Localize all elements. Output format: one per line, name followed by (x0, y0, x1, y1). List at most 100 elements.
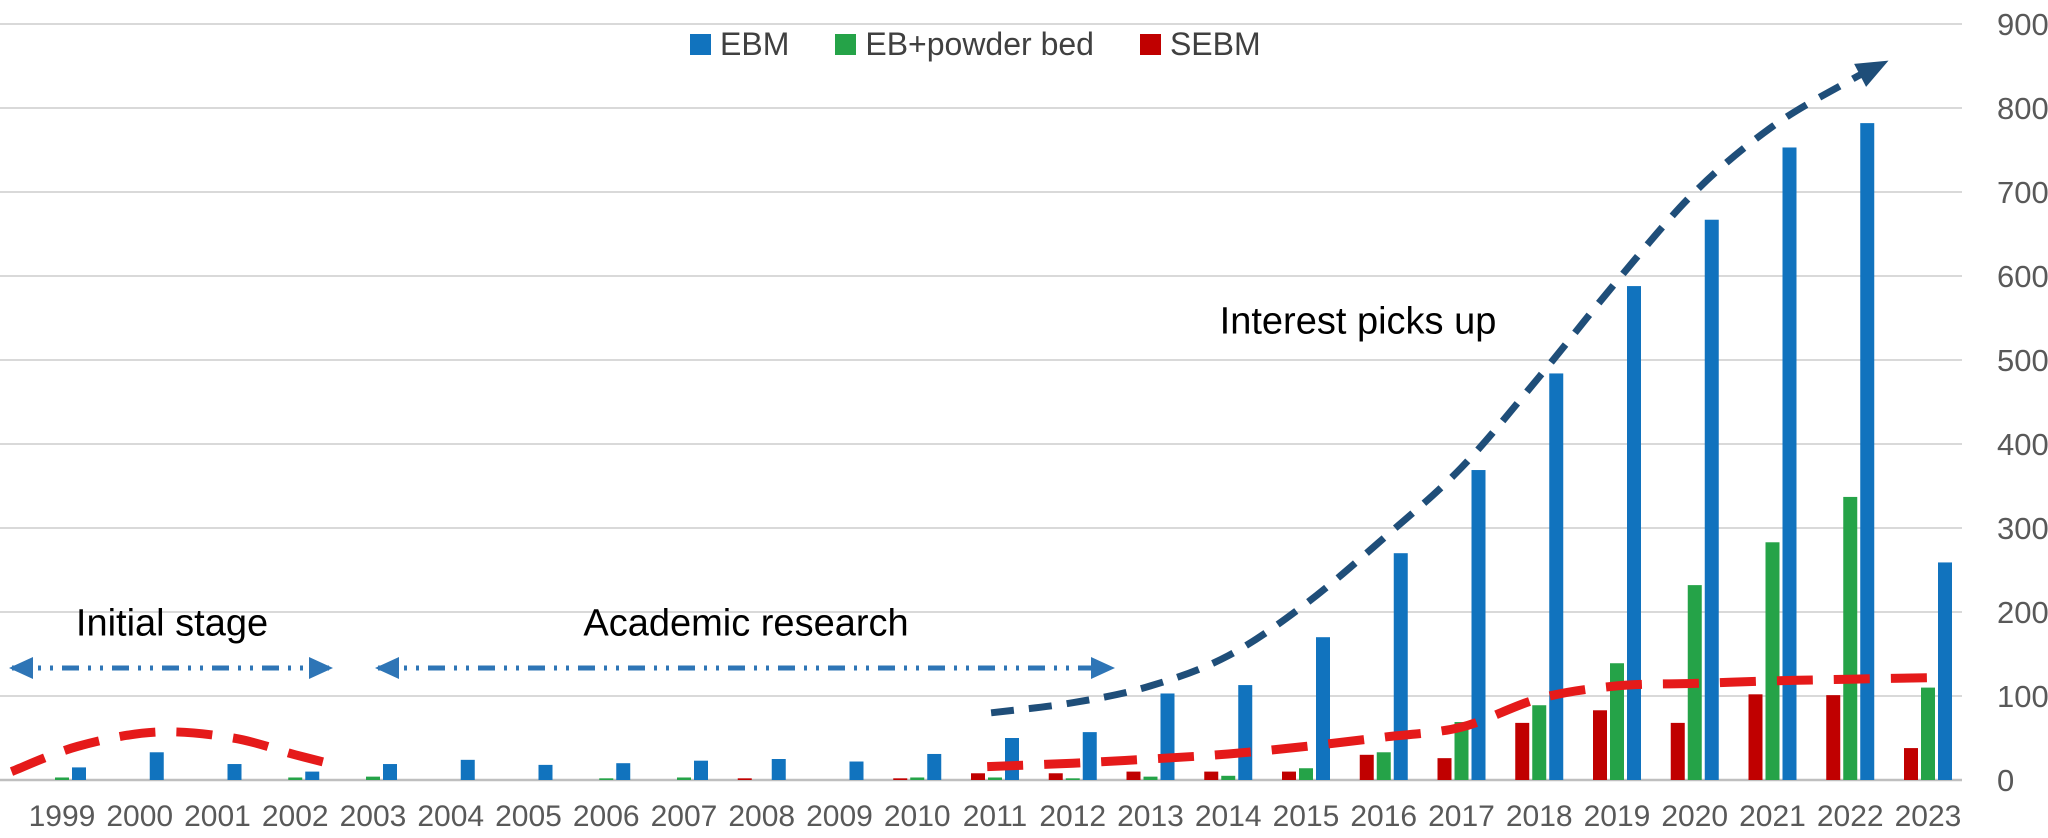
bar-ebm-2021 (1782, 147, 1797, 781)
bar-sebm-2020 (1670, 722, 1685, 780)
bar-sebm-2010 (893, 778, 908, 780)
bar-ebm-2019 (1627, 286, 1641, 780)
annotation-initial-stage: Initial stage (75, 602, 269, 645)
bar-eb-powder-bed-2015 (1299, 768, 1313, 780)
x-axis-label-2010: 2010 (884, 800, 951, 833)
x-axis-label-2018: 2018 (1506, 800, 1573, 833)
x-axis-label-2009: 2009 (806, 800, 873, 833)
legend-item-eb-powder-bed: EB+powder bed (835, 26, 1094, 63)
x-axis-label-2008: 2008 (728, 800, 795, 833)
x-axis-label-2012: 2012 (1039, 800, 1106, 833)
bar-ebm-2002 (305, 771, 320, 780)
y-axis-label-700: 700 (1997, 175, 2048, 210)
y-axis-label-400: 400 (1997, 427, 2048, 462)
bar-sebm-2014 (1204, 771, 1219, 780)
y-axis-label-100: 100 (1997, 679, 2048, 714)
y-axis-label-600: 600 (1997, 259, 2048, 294)
legend-label-ebm: EBM (720, 26, 790, 62)
x-axis-label-2015: 2015 (1273, 800, 1340, 833)
bar-ebm-2006 (616, 763, 631, 780)
x-axis-label-2006: 2006 (573, 800, 640, 833)
y-axis-label-800: 800 (1997, 91, 2048, 126)
bar-ebm-1999 (72, 767, 86, 780)
bar-eb-powder-bed-2002 (288, 777, 303, 780)
legend-label-eb-powder-bed: EB+powder bed (865, 26, 1094, 62)
bar-sebm-2019 (1593, 710, 1607, 780)
trend-line-sebm-growth (987, 673, 1940, 772)
bar-ebm-2023 (1938, 562, 1952, 780)
x-axis-label-2013: 2013 (1117, 800, 1184, 833)
x-axis-label-2022: 2022 (1817, 800, 1884, 833)
annotation-academic-research: Academic research (583, 602, 909, 645)
x-axis-label-1999: 1999 (29, 800, 96, 833)
bar-sebm-2021 (1748, 694, 1763, 780)
trend-line-ebm-growth (990, 60, 1889, 717)
legend-item-ebm: EBM (690, 26, 789, 63)
x-axis-label-2004: 2004 (417, 800, 484, 833)
bar-ebm-2012 (1082, 732, 1097, 780)
bar-ebm-2008 (771, 759, 786, 780)
bar-eb-powder-bed-2003 (366, 776, 380, 780)
x-axis-label-2000: 2000 (106, 800, 173, 833)
bar-sebm-2011 (971, 773, 985, 780)
bar-sebm-2013 (1126, 771, 1141, 780)
bar-eb-powder-bed-2006 (599, 778, 614, 780)
bar-ebm-2016 (1393, 553, 1408, 780)
legend-swatch-eb-powder-bed-icon (835, 34, 857, 55)
y-axis-label-300: 300 (1997, 511, 2048, 546)
bar-eb-powder-bed-2014 (1221, 775, 1236, 780)
chart-legend: EBM EB+powder bed SEBM (690, 26, 1261, 63)
y-axis-label-200: 200 (1997, 595, 2048, 630)
x-axis-label-2007: 2007 (651, 800, 718, 833)
bar-ebm-2022 (1860, 123, 1875, 781)
y-axis-label-500: 500 (1997, 343, 2048, 378)
y-axis-label-0: 0 (1997, 763, 2014, 798)
x-axis-label-2001: 2001 (184, 800, 251, 833)
bar-eb-powder-bed-2018 (1532, 705, 1547, 780)
bar-sebm-2015 (1282, 771, 1296, 780)
legend-swatch-ebm-icon (690, 34, 711, 55)
bar-ebm-2010 (927, 753, 942, 780)
bar-ebm-2009 (849, 761, 864, 780)
bar-sebm-2023 (1904, 748, 1918, 780)
x-axis-label-2003: 2003 (340, 800, 407, 833)
x-axis-label-2017: 2017 (1428, 800, 1495, 833)
bar-ebm-2017 (1471, 470, 1486, 780)
bar-eb-powder-bed-2016 (1376, 752, 1391, 780)
legend-item-sebm: SEBM (1139, 26, 1261, 63)
bar-ebm-2000 (149, 752, 164, 780)
x-axis-label-2016: 2016 (1350, 800, 1417, 833)
bar-sebm-2018 (1515, 722, 1530, 780)
x-axis-label-2002: 2002 (262, 800, 329, 833)
x-axis-label-2019: 2019 (1584, 800, 1651, 833)
x-axis-label-2021: 2021 (1739, 800, 1806, 833)
bar-eb-powder-bed-2013 (1143, 776, 1158, 780)
bar-sebm-2017 (1437, 758, 1452, 780)
bar-ebm-2011 (1005, 738, 1019, 780)
bar-eb-powder-bed-2019 (1610, 663, 1624, 780)
bar-eb-powder-bed-2010 (910, 777, 925, 780)
bar-ebm-2018 (1549, 373, 1564, 780)
bar-ebm-2003 (383, 764, 397, 780)
bar-ebm-2004 (460, 759, 475, 780)
bar-ebm-2007 (694, 760, 708, 780)
bar-eb-powder-bed-2023 (1921, 687, 1935, 780)
bar-eb-powder-bed-2012 (1065, 778, 1080, 780)
bar-sebm-2022 (1826, 695, 1841, 780)
legend-swatch-sebm-icon (1139, 34, 1161, 55)
bar-eb-powder-bed-2021 (1765, 542, 1780, 780)
x-axis-label-2011: 2011 (963, 800, 1028, 833)
x-axis-label-2005: 2005 (495, 800, 562, 833)
bar-sebm-2016 (1359, 754, 1374, 780)
x-axis-label-2014: 2014 (1195, 800, 1262, 833)
bar-sebm-2008 (737, 778, 752, 780)
bar-eb-powder-bed-2007 (677, 777, 691, 780)
x-axis-label-2023: 2023 (1895, 800, 1962, 833)
bar-ebm-2013 (1160, 693, 1175, 780)
bar-ebm-2005 (538, 764, 553, 780)
bar-ebm-2001 (227, 764, 242, 780)
y-axis-label-900: 900 (1997, 7, 2048, 42)
trend-line-sebm-early-hump (9, 727, 344, 776)
